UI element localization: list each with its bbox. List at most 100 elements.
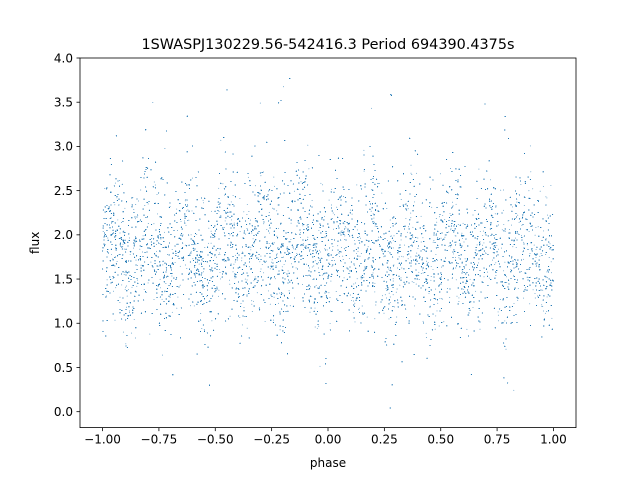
data-point: [436, 221, 438, 223]
data-point: [200, 262, 202, 264]
data-point: [132, 197, 134, 198]
data-point: [221, 270, 223, 272]
data-point: [539, 190, 541, 192]
data-point: [392, 278, 394, 280]
data-point: [164, 291, 165, 293]
data-point: [156, 244, 157, 246]
data-point: [243, 306, 245, 308]
data-point: [129, 311, 130, 313]
data-point: [537, 295, 538, 297]
data-point: [196, 254, 197, 256]
data-point: [236, 223, 238, 225]
data-point: [330, 280, 332, 282]
data-point: [237, 259, 238, 261]
data-point: [167, 254, 168, 255]
data-point: [455, 279, 457, 281]
data-point: [289, 305, 291, 307]
data-point: [124, 272, 126, 273]
data-point: [410, 256, 412, 258]
data-point: [464, 258, 466, 260]
data-point: [391, 242, 392, 244]
data-point: [449, 297, 451, 299]
data-point: [450, 168, 452, 169]
data-point: [334, 214, 336, 216]
data-point: [122, 331, 124, 333]
data-point: [513, 302, 515, 304]
data-point: [218, 187, 220, 189]
data-point: [448, 231, 450, 233]
data-point: [550, 261, 552, 263]
data-point: [374, 291, 376, 293]
data-point: [178, 251, 180, 253]
data-point: [453, 253, 454, 255]
data-point: [113, 290, 114, 292]
data-point: [315, 284, 317, 286]
data-point: [344, 239, 346, 241]
data-point: [260, 268, 262, 270]
data-point: [241, 257, 243, 259]
data-point: [311, 266, 313, 268]
data-point: [379, 182, 381, 184]
data-point: [355, 298, 357, 300]
data-point: [384, 294, 386, 296]
data-point: [518, 221, 520, 223]
data-point: [388, 268, 390, 270]
data-point: [319, 251, 321, 253]
data-point: [455, 267, 457, 269]
data-point: [449, 212, 451, 214]
data-point: [230, 223, 232, 225]
data-point: [307, 236, 309, 238]
data-point: [520, 183, 522, 185]
data-point: [335, 291, 337, 292]
data-point: [439, 173, 441, 175]
data-point: [412, 236, 413, 238]
data-point: [133, 318, 135, 320]
data-point: [114, 265, 116, 267]
data-point: [264, 320, 266, 322]
data-point: [230, 241, 232, 243]
data-point: [116, 261, 118, 263]
data-point: [520, 271, 522, 272]
data-point: [452, 268, 454, 270]
data-point: [472, 306, 474, 308]
data-point: [162, 354, 163, 356]
data-point: [492, 247, 494, 249]
data-point: [296, 252, 298, 254]
data-point: [374, 225, 376, 227]
data-point: [326, 249, 328, 251]
data-point: [400, 277, 402, 279]
data-point: [363, 149, 365, 151]
data-point: [202, 199, 204, 201]
data-point: [171, 275, 173, 277]
data-point: [396, 316, 398, 318]
data-point: [242, 273, 244, 275]
data-point: [437, 237, 439, 239]
data-point: [349, 209, 351, 211]
data-point: [503, 270, 505, 272]
data-point: [441, 298, 442, 300]
data-point: [120, 222, 122, 223]
data-point: [405, 217, 407, 219]
data-point: [283, 294, 285, 296]
data-point: [332, 217, 333, 219]
data-point: [119, 296, 121, 298]
data-point: [125, 343, 127, 345]
data-point: [546, 296, 548, 298]
data-point: [457, 224, 459, 226]
data-point: [233, 222, 235, 224]
data-point: [313, 265, 315, 267]
data-point: [151, 238, 152, 240]
data-point: [342, 255, 344, 257]
data-point: [365, 239, 367, 241]
data-point: [435, 253, 437, 255]
data-point: [102, 231, 104, 232]
data-point: [246, 327, 248, 329]
data-point: [551, 317, 553, 319]
data-point: [478, 168, 480, 170]
data-point: [309, 249, 311, 251]
data-point: [121, 184, 123, 186]
data-point: [512, 246, 514, 248]
data-point: [160, 287, 161, 289]
data-point: [168, 244, 169, 246]
data-point: [268, 212, 270, 214]
